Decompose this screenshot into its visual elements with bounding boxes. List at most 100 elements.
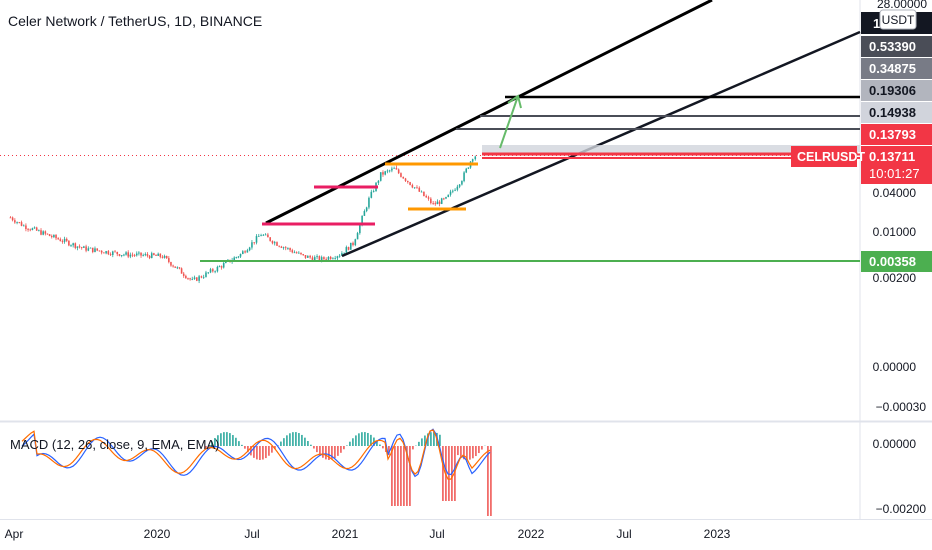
candle-body — [233, 257, 236, 261]
candle-body — [445, 196, 447, 199]
candle-body — [155, 254, 157, 256]
candle-body — [187, 278, 189, 279]
candle-body — [114, 251, 116, 253]
candle-body — [411, 184, 414, 188]
macd-histogram-bar — [322, 446, 324, 458]
entry-zone-box[interactable] — [482, 145, 860, 154]
candle-body — [363, 211, 366, 216]
symbol-flag: CELRUSDT — [797, 150, 865, 164]
candle-body — [278, 245, 280, 247]
candle-body — [148, 255, 151, 259]
channel-lower-line[interactable] — [341, 30, 861, 258]
symbol-title: Celer Network / TetherUS, 1D, BINANCE — [8, 13, 262, 29]
candle-body — [400, 173, 402, 177]
candle-body — [31, 228, 34, 230]
price-label: 0.00358 — [869, 254, 916, 269]
price-tick: −0.00030 — [876, 400, 927, 414]
candle-body — [85, 246, 87, 251]
macd-histogram-bar — [457, 446, 459, 456]
candle-body — [404, 178, 407, 181]
candle-body — [11, 217, 14, 221]
candle-body — [329, 256, 332, 259]
candle-body — [144, 254, 147, 256]
candle-body — [57, 238, 59, 240]
price-label: 0.13793 — [869, 127, 916, 142]
time-tick: Jul — [244, 527, 259, 541]
candle-body — [33, 227, 36, 229]
candle-body — [384, 171, 387, 175]
candle-body — [452, 190, 454, 192]
candle-body — [100, 250, 103, 253]
candle-body — [157, 253, 159, 256]
candle-body — [109, 254, 112, 255]
price-label-bg — [861, 102, 932, 123]
candle-body — [409, 182, 411, 185]
candle-body — [255, 236, 258, 243]
candle-body — [295, 252, 298, 254]
candle-body — [280, 246, 283, 248]
candle-body — [458, 184, 461, 187]
candle-body — [214, 271, 216, 273]
candle-body — [313, 257, 316, 261]
time-tick: 2020 — [144, 527, 171, 541]
candle-body — [80, 247, 83, 248]
price-axis[interactable]: 28.00000 0.04000 0.01000 0.00200 0.00000… — [873, 0, 928, 414]
last-price-label: 0.13711 — [869, 149, 915, 164]
macd-histogram-bar — [343, 446, 345, 450]
candle-body — [393, 167, 395, 169]
time-axis[interactable]: Apr 2020 Jul 2021 Jul 2022 Jul 2023 — [5, 527, 731, 541]
candle-body — [434, 203, 437, 205]
macd-histogram-bar — [430, 432, 432, 446]
macd-line — [21, 428, 491, 478]
candle-body — [352, 242, 354, 246]
projection-arrow[interactable] — [499, 95, 519, 149]
macd-histogram-bar — [256, 446, 258, 460]
macd-histogram-bar — [463, 446, 465, 460]
candle-body — [172, 265, 174, 267]
candle-body — [53, 234, 55, 238]
candle-body — [246, 250, 249, 253]
candle-body — [9, 217, 12, 219]
price-label-bg — [861, 124, 932, 145]
price-label-bg — [861, 58, 932, 79]
candle-body — [438, 201, 441, 204]
price-tick: 0.04000 — [873, 186, 917, 200]
candle-body — [63, 238, 66, 242]
macd-histogram-bar — [208, 445, 210, 446]
candle-body — [323, 257, 325, 260]
candle-body — [267, 234, 269, 238]
currency-badge[interactable] — [879, 9, 917, 30]
macd-histogram-bar — [376, 440, 378, 446]
candle-body — [244, 251, 246, 253]
macd-histogram-bar — [337, 446, 339, 456]
candle-body — [185, 275, 187, 279]
candle-body — [65, 238, 68, 241]
candle-body — [239, 253, 242, 257]
macd-histogram-bar — [439, 434, 441, 446]
candle-body — [474, 156, 477, 160]
candle-body — [379, 172, 382, 181]
macd-histogram-bar — [241, 444, 243, 446]
macd-axis[interactable]: 0.00000 −0.00200 — [873, 437, 927, 516]
candle-body — [271, 240, 274, 244]
macd-histogram-bar — [424, 435, 426, 446]
channel-upper-line[interactable] — [265, 0, 713, 225]
candle-body — [163, 255, 166, 258]
candle-body — [304, 255, 307, 258]
candle-body — [212, 269, 214, 272]
macd-histogram-bar — [289, 433, 291, 446]
candle-body — [44, 231, 47, 234]
candle-body — [302, 254, 304, 256]
candle-body — [354, 239, 357, 246]
candle-body — [103, 252, 105, 254]
macd-legend: MACD (12, 26, close, 9, EMA, EMA) — [10, 437, 220, 452]
macd-histogram-bar — [475, 446, 477, 457]
macd-histogram-bar — [481, 446, 483, 450]
macd-histogram-bar — [349, 441, 351, 446]
candle-body — [146, 254, 149, 256]
candle-body — [345, 247, 348, 253]
macd-histogram-bar — [358, 433, 360, 446]
candle-body — [42, 231, 44, 235]
candle-body — [161, 256, 164, 258]
